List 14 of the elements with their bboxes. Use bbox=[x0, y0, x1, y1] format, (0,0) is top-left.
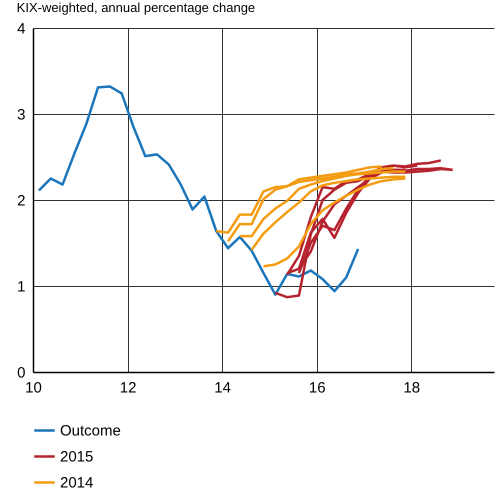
x-tick-label: 12 bbox=[120, 380, 136, 396]
y-tick-label: 2 bbox=[17, 192, 26, 210]
chart-title: KIX-weighted, annual percentage change bbox=[16, 0, 256, 15]
x-tick-label: 18 bbox=[403, 380, 420, 396]
x-tick-label: 14 bbox=[214, 380, 231, 396]
y-tick-label: 3 bbox=[17, 106, 26, 124]
x-tick-label: 16 bbox=[308, 380, 326, 396]
y-tick-label: 4 bbox=[17, 20, 26, 38]
y-tick-label: 1 bbox=[17, 278, 26, 296]
y-tick-label: 0 bbox=[17, 364, 26, 382]
legend-label: 2015 bbox=[60, 448, 94, 466]
legend-label: 2014 bbox=[60, 474, 94, 492]
x-tick-label: 10 bbox=[25, 380, 42, 396]
legend-label: Outcome bbox=[60, 422, 121, 440]
